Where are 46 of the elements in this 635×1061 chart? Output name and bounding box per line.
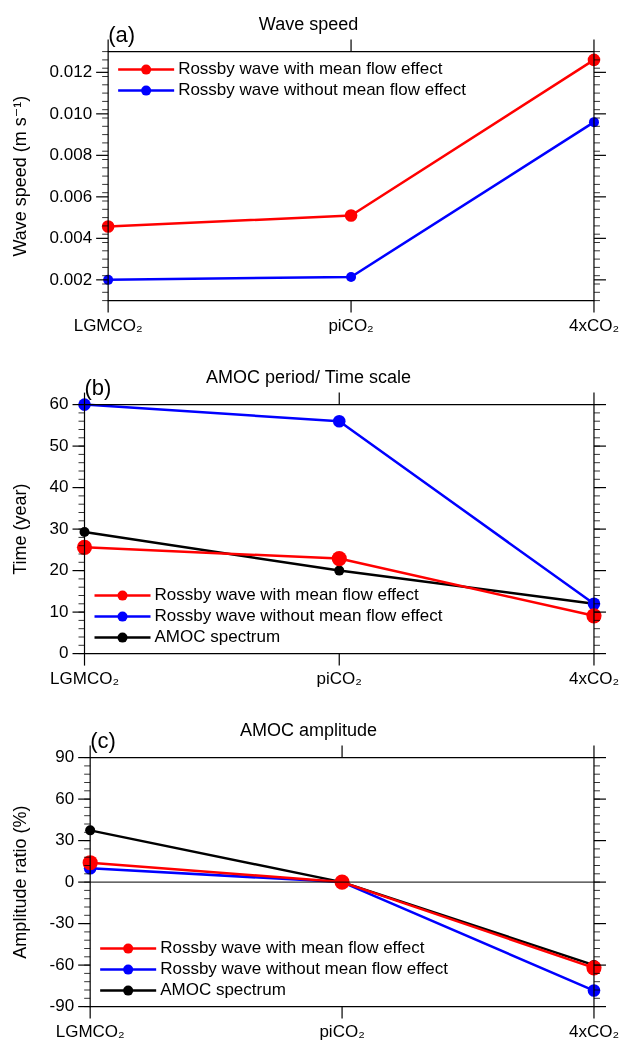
text: (c) (90, 727, 116, 753)
chart-title: AMOC amplitude (239, 719, 378, 740)
y-tick-label: -60 (49, 954, 75, 974)
legend-label: Rossby wave with mean flow effect (178, 59, 443, 79)
y-tick-label: 60 (55, 788, 75, 808)
legend-label: Rossby wave without mean flow effect (160, 959, 449, 979)
y-tick-label: 0 (59, 643, 69, 663)
y-tick-label: -30 (49, 913, 75, 933)
x-tick-label: LGMCO₂ (55, 1022, 125, 1042)
legend-label: Rossby wave without mean flow effect (154, 606, 443, 626)
y-tick-label: 30 (49, 518, 69, 538)
y-tick-label: 40 (49, 477, 69, 497)
chart-title: Wave speed (258, 13, 359, 34)
y-tick-label: 0.002 (49, 269, 93, 289)
x-tick-label: piCO₂ (316, 669, 362, 689)
legend-label: Rossby wave without mean flow effect (178, 80, 467, 100)
y-tick-label: 60 (49, 394, 69, 414)
y-tick-label: 30 (55, 830, 75, 850)
text: (a) (108, 21, 136, 47)
y-tick-label: 10 (49, 601, 69, 621)
y-tick-label: 50 (49, 435, 69, 455)
y-tick-label: -90 (49, 996, 75, 1016)
y-tick-label: 0.004 (49, 228, 93, 248)
x-tick-label: 4xCO₂ (568, 1022, 619, 1042)
y-axis-title: Time (year) (9, 483, 30, 575)
chart-title: AMOC period/ Time scale (205, 366, 412, 387)
x-tick-label: 4xCO₂ (568, 316, 619, 336)
y-tick-label: 0.006 (49, 186, 93, 206)
legend-label: Rossby wave with mean flow effect (154, 585, 420, 605)
legend-label: Rossby wave with mean flow effect (160, 938, 425, 958)
y-tick-label: 0 (64, 871, 75, 891)
y-tick-label: 0.012 (49, 62, 93, 82)
y-tick-label: 90 (55, 747, 75, 767)
y-tick-label: 0.008 (49, 145, 93, 165)
y-axis-title: Wave speed (m s⁻¹) (9, 95, 30, 257)
x-tick-label: 4xCO₂ (568, 669, 619, 689)
legend-label: AMOC spectrum (154, 627, 281, 647)
y-tick-label: 0.010 (49, 103, 93, 123)
x-tick-label: piCO₂ (319, 1022, 365, 1042)
y-tick-label: 20 (49, 560, 69, 580)
x-tick-label: LGMCO₂ (73, 316, 143, 336)
legend-label: AMOC spectrum (160, 980, 286, 1000)
y-axis-title: Amplitude ratio (%) (9, 805, 30, 959)
x-tick-label: LGMCO₂ (50, 669, 119, 689)
text: (b) (84, 374, 112, 400)
x-tick-label: piCO₂ (328, 316, 374, 336)
